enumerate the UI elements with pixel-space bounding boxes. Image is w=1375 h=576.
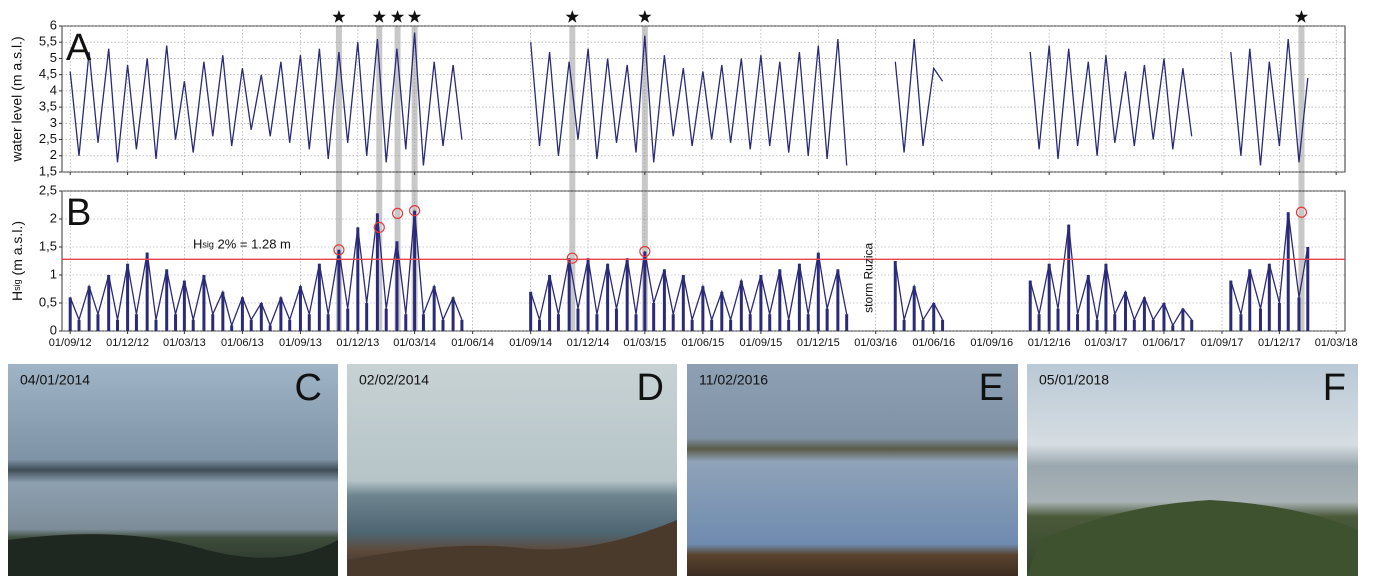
- x-tick-label: 01/09/17: [1201, 337, 1244, 349]
- x-tick-label: 01/12/12: [106, 337, 149, 349]
- peak-marker: [566, 252, 578, 264]
- plot-frame: [61, 25, 1346, 173]
- y-tick-label: 5,5: [39, 34, 57, 49]
- x-tick-label: 01/03/16: [854, 337, 897, 349]
- y-tick-label: 2,5: [39, 182, 57, 197]
- photo-date: 11/02/2016: [699, 372, 768, 388]
- series-line: [69, 210, 1309, 328]
- threshold-label-part: sig: [202, 240, 214, 250]
- x-tick-label: 01/03/15: [623, 337, 666, 349]
- x-tick-label: 01/06/16: [912, 337, 955, 349]
- y-axis-title-part: (m a.s.l.): [9, 221, 25, 279]
- photo-panel: 04/01/2014 C 02/02/2014 D 11/02/2016 E 0…: [8, 364, 1358, 576]
- event-band: [411, 26, 418, 331]
- y-tick-label: 4,5: [39, 66, 57, 81]
- x-tick-label: 01/03/14: [393, 337, 436, 349]
- y-axis-title: water level (m a.s.l.): [9, 36, 25, 162]
- photo-shape: [1027, 500, 1358, 576]
- x-tick-label: 01/12/17: [1258, 337, 1301, 349]
- event-star: [390, 10, 405, 23]
- peak-marker: [639, 245, 651, 258]
- threshold-label-part: 2% = 1.28 m: [214, 237, 291, 252]
- event-star: [638, 10, 652, 23]
- x-tick-label: 01/03/13: [163, 337, 206, 349]
- x-tick-label: 01/12/14: [567, 337, 610, 349]
- peak-marker: [373, 221, 385, 233]
- x-tick-label: 01/12/16: [1028, 337, 1071, 349]
- x-tick-label: 01/09/12: [49, 337, 92, 349]
- photo: [687, 364, 1018, 576]
- y-tick-label: 1,5: [39, 163, 57, 178]
- photo-shape: [347, 520, 677, 576]
- x-tick-label: 01/03/17: [1085, 337, 1128, 349]
- photo-date: 05/01/2018: [1039, 372, 1109, 388]
- event-band: [641, 26, 648, 331]
- event-star: [372, 10, 386, 23]
- x-tick-label: 01/06/17: [1143, 337, 1186, 349]
- x-tick-label: 01/06/14: [451, 337, 494, 349]
- photo-letter: D: [637, 367, 664, 409]
- y-tick-label: 2: [50, 147, 57, 162]
- x-tick-label: 01/09/15: [739, 337, 782, 349]
- y-tick-label: 1: [50, 266, 57, 281]
- x-tick-label: 01/06/15: [681, 337, 724, 349]
- y-tick-label: 3: [50, 115, 57, 130]
- photo-date: 02/02/2014: [359, 372, 429, 388]
- x-tick-label: 01/03/18: [1315, 337, 1358, 349]
- y-tick-label: 4: [50, 82, 57, 97]
- event-band: [1298, 26, 1305, 331]
- threshold-label-part: H: [193, 237, 202, 252]
- y-tick-label: 6: [50, 17, 57, 32]
- peak-marker: [1295, 206, 1308, 218]
- y-tick-label: 1,5: [39, 238, 57, 253]
- photo-shape: [8, 534, 338, 576]
- event-band: [394, 26, 401, 331]
- y-axis-title-part: H: [9, 291, 25, 301]
- event-star: [1294, 10, 1309, 23]
- y-tick-label: 0: [50, 322, 57, 337]
- photo-date: 04/01/2014: [20, 372, 90, 388]
- y-tick-label: 0,5: [39, 294, 57, 309]
- series-line: [69, 32, 1309, 166]
- event-band: [569, 26, 576, 331]
- event-band: [376, 26, 383, 331]
- peak-marker: [333, 244, 345, 256]
- event-star: [407, 10, 422, 23]
- y-tick-label: 2,5: [39, 131, 57, 146]
- x-tick-label: 01/12/15: [797, 337, 840, 349]
- event-star: [332, 10, 346, 23]
- panel-label: A: [66, 27, 92, 69]
- data-layer: [68, 32, 1310, 331]
- y-tick-label: 3,5: [39, 99, 57, 114]
- event-star: [565, 10, 579, 23]
- x-tick-label: 01/06/13: [221, 337, 264, 349]
- x-tick-label: 01/09/16: [970, 337, 1013, 349]
- peak-marker: [391, 207, 404, 219]
- photo-letter: E: [979, 367, 1004, 409]
- event-band: [335, 26, 342, 331]
- photo-letter: F: [1323, 367, 1346, 409]
- y-tick-label: 2: [50, 210, 57, 225]
- x-tick-label: 01/09/14: [509, 337, 552, 349]
- panel-label: B: [66, 192, 91, 234]
- x-tick-label: 01/09/13: [279, 337, 322, 349]
- threshold-label: Hsig 2% = 1.28 m: [193, 237, 291, 252]
- annotation: storm Ruzica: [862, 242, 876, 312]
- y-axis-title: Hsig (m a.s.l.): [9, 221, 25, 301]
- x-tick-label: 01/12/13: [336, 337, 379, 349]
- y-axis-title-part: sig: [12, 279, 22, 291]
- peak-marker: [409, 205, 421, 217]
- photo-letter: C: [295, 367, 322, 409]
- y-tick-label: 5: [50, 50, 57, 65]
